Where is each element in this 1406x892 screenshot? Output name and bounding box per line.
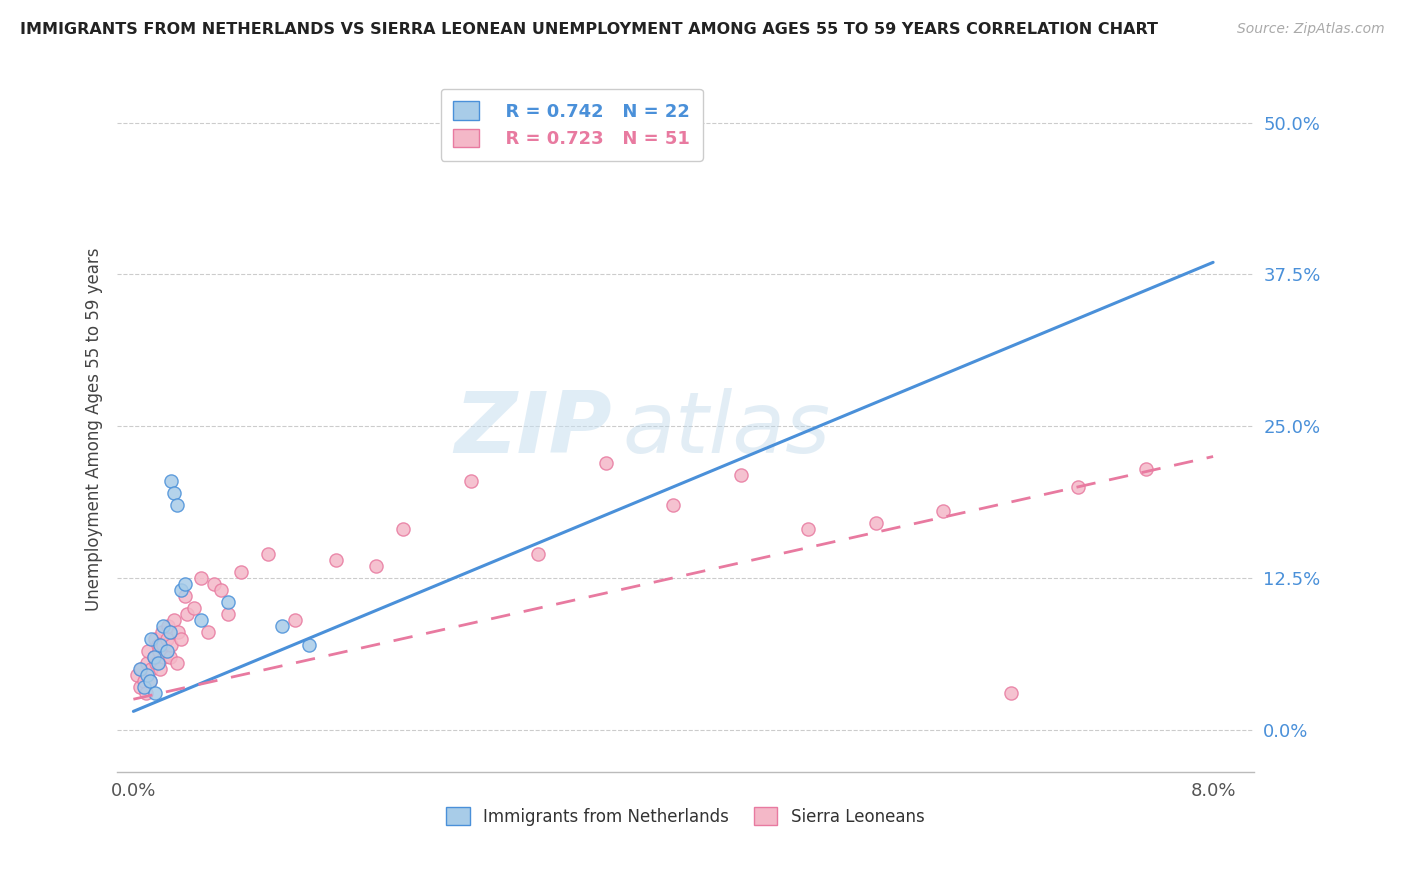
Point xyxy=(1135,461,1157,475)
Point xyxy=(169,582,191,597)
Text: ZIP: ZIP xyxy=(454,388,612,471)
Point xyxy=(366,558,388,573)
Point xyxy=(865,516,887,531)
Point xyxy=(157,619,180,633)
Point xyxy=(202,577,225,591)
Point xyxy=(146,656,169,670)
Point xyxy=(298,638,321,652)
Point xyxy=(153,649,176,664)
Y-axis label: Unemployment Among Ages 55 to 59 years: Unemployment Among Ages 55 to 59 years xyxy=(86,247,103,611)
Point xyxy=(595,456,617,470)
Point xyxy=(156,632,179,646)
Point xyxy=(127,668,149,682)
Text: atlas: atlas xyxy=(623,388,831,471)
Point xyxy=(152,638,174,652)
Point xyxy=(136,643,159,657)
Point xyxy=(139,632,162,646)
Point xyxy=(134,673,156,688)
Point xyxy=(166,656,188,670)
Point xyxy=(143,632,166,646)
Point xyxy=(135,686,157,700)
Point xyxy=(554,116,576,130)
Point xyxy=(160,474,183,488)
Point xyxy=(173,589,195,603)
Point xyxy=(163,486,186,500)
Point xyxy=(190,613,212,627)
Point xyxy=(173,577,195,591)
Point xyxy=(730,467,752,482)
Legend: Immigrants from Netherlands, Sierra Leoneans: Immigrants from Netherlands, Sierra Leon… xyxy=(440,801,931,832)
Point xyxy=(146,638,169,652)
Point xyxy=(149,638,172,652)
Point xyxy=(197,625,219,640)
Point xyxy=(325,552,347,566)
Point xyxy=(1000,686,1022,700)
Point xyxy=(150,625,173,640)
Point xyxy=(129,662,152,676)
Point xyxy=(460,474,482,488)
Point xyxy=(134,680,156,694)
Point xyxy=(142,649,165,664)
Point xyxy=(160,638,183,652)
Point xyxy=(138,673,160,688)
Point xyxy=(217,595,239,609)
Point xyxy=(166,498,188,512)
Point xyxy=(1067,480,1090,494)
Point xyxy=(932,504,955,518)
Point xyxy=(149,662,172,676)
Point xyxy=(257,547,280,561)
Point xyxy=(163,613,186,627)
Point xyxy=(138,673,160,688)
Point xyxy=(527,547,550,561)
Point xyxy=(131,662,153,676)
Point xyxy=(190,571,212,585)
Point xyxy=(231,565,253,579)
Point xyxy=(284,613,307,627)
Point xyxy=(156,643,179,657)
Text: IMMIGRANTS FROM NETHERLANDS VS SIERRA LEONEAN UNEMPLOYMENT AMONG AGES 55 TO 59 Y: IMMIGRANTS FROM NETHERLANDS VS SIERRA LE… xyxy=(20,22,1157,37)
Point xyxy=(143,686,166,700)
Point xyxy=(797,522,820,536)
Text: Source: ZipAtlas.com: Source: ZipAtlas.com xyxy=(1237,22,1385,37)
Point xyxy=(169,632,191,646)
Point xyxy=(662,498,685,512)
Point xyxy=(209,582,232,597)
Point xyxy=(159,649,181,664)
Point xyxy=(145,656,167,670)
Point xyxy=(270,619,292,633)
Point xyxy=(135,656,157,670)
Point xyxy=(152,619,174,633)
Point xyxy=(142,649,165,664)
Point xyxy=(139,662,162,676)
Point xyxy=(183,601,205,615)
Point xyxy=(176,607,198,622)
Point xyxy=(217,607,239,622)
Point xyxy=(167,625,190,640)
Point xyxy=(159,625,181,640)
Point xyxy=(129,680,152,694)
Point xyxy=(392,522,415,536)
Point xyxy=(135,668,157,682)
Point xyxy=(148,643,170,657)
